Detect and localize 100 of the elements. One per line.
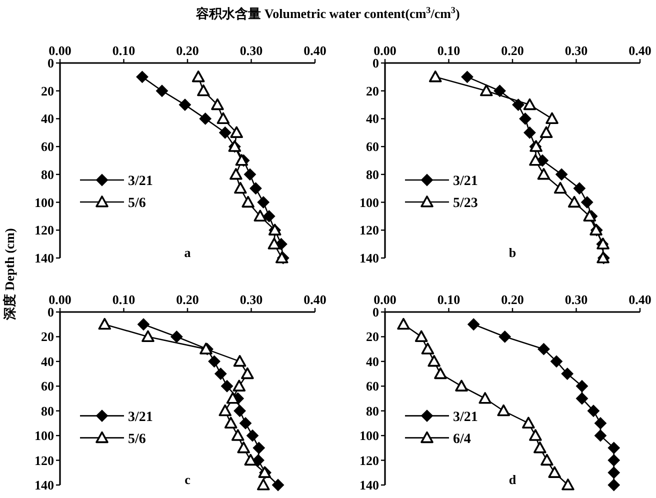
x-tick-label: 0.00 (48, 292, 72, 307)
point (573, 182, 586, 194)
x-tick-label: 0.00 (374, 292, 396, 307)
point (529, 154, 542, 166)
y-tick-label: 0 (372, 304, 379, 320)
point (540, 454, 554, 466)
y-tick-label: 0 (48, 56, 54, 70)
point (556, 168, 568, 180)
x-tick-label: 0.20 (501, 43, 524, 58)
point (576, 380, 588, 392)
point (230, 126, 243, 138)
point (192, 70, 205, 82)
x-tick-label: 0.00 (374, 43, 396, 58)
y-tick-label: 100 (360, 428, 379, 444)
point (263, 210, 276, 222)
y-tick-label: 20 (41, 83, 54, 98)
point (421, 342, 434, 354)
point (242, 196, 254, 208)
y-tick-label: 20 (366, 83, 379, 98)
point (540, 126, 553, 138)
y-tick-label: 40 (366, 111, 379, 126)
point (138, 318, 150, 330)
point (524, 126, 536, 139)
point (156, 84, 168, 97)
y-tick-label: 20 (366, 329, 379, 344)
x-tick-label: 0.40 (628, 43, 652, 58)
point (537, 168, 550, 180)
point (214, 368, 227, 380)
point (246, 430, 259, 442)
point (538, 343, 550, 356)
y-tick-label: 40 (366, 354, 379, 369)
point (461, 70, 474, 83)
x-tick-label: 0.40 (304, 43, 326, 58)
y-tick-label: 120 (34, 222, 54, 238)
x-tick-label: 0.20 (501, 292, 524, 307)
legend-label: 5/6 (128, 196, 146, 211)
point (498, 330, 511, 343)
point (548, 466, 561, 478)
point (142, 330, 154, 342)
point (608, 454, 620, 466)
x-tick-label: 0.00 (48, 43, 72, 58)
annotation: c (184, 472, 191, 487)
y-tick-label: 0 (372, 56, 379, 70)
legend-label: 3/21 (453, 174, 478, 189)
point (98, 318, 112, 330)
x-tick-label: 0.30 (564, 43, 588, 58)
y-tick-label: 40 (41, 354, 54, 369)
y-tick-label: 40 (41, 111, 54, 126)
x-tick-label: 0.20 (176, 292, 199, 307)
y-tick-label: 120 (34, 452, 54, 468)
point (576, 392, 588, 404)
point (257, 196, 270, 208)
point (218, 404, 232, 416)
y-tick-label: 80 (366, 403, 379, 418)
y-tick-label: 60 (366, 139, 379, 154)
point (523, 98, 536, 110)
y-tick-label: 0 (48, 304, 54, 320)
legend-label: 5/23 (453, 196, 478, 211)
point (233, 355, 246, 367)
point (256, 478, 270, 490)
y-tick-label: 100 (360, 194, 379, 210)
point (234, 404, 246, 417)
point (546, 112, 558, 124)
point (170, 330, 183, 343)
point (234, 182, 247, 194)
point (244, 168, 256, 180)
chart-title: 容积水含量 Volumetric water content(cm$^{3}$/cm$^{3}$) (195, 5, 460, 21)
annotation: a (184, 245, 192, 260)
legend-label: 3/21 (128, 410, 153, 425)
point (550, 355, 562, 368)
y-tick-label: 140 (34, 478, 54, 492)
point (594, 430, 606, 442)
x-tick-label: 0.30 (564, 292, 588, 307)
point (512, 98, 524, 111)
point (608, 479, 620, 491)
y-tick-label: 100 (34, 194, 54, 210)
y-axis-title: 深度 Depth (cm) (2, 228, 17, 321)
point (534, 442, 546, 454)
point (497, 404, 510, 416)
point (594, 417, 606, 430)
point (254, 210, 267, 222)
point (241, 367, 254, 380)
point (178, 98, 191, 111)
y-tick-label: 120 (360, 222, 379, 238)
y-tick-label: 20 (41, 329, 54, 344)
y-tick-label: 140 (360, 478, 379, 492)
point (608, 442, 620, 454)
x-tick-label: 0.40 (304, 292, 326, 307)
point (221, 380, 234, 392)
y-tick-label: 80 (366, 166, 379, 182)
point (199, 112, 212, 125)
point (608, 466, 620, 479)
point (216, 112, 230, 124)
x-tick-label: 0.10 (112, 43, 136, 58)
point (268, 238, 281, 250)
point (480, 84, 493, 96)
legend-label: 5/6 (128, 432, 146, 447)
x-tick-label: 0.30 (240, 292, 263, 307)
legend-label: 3/21 (128, 174, 153, 189)
point (219, 126, 232, 139)
